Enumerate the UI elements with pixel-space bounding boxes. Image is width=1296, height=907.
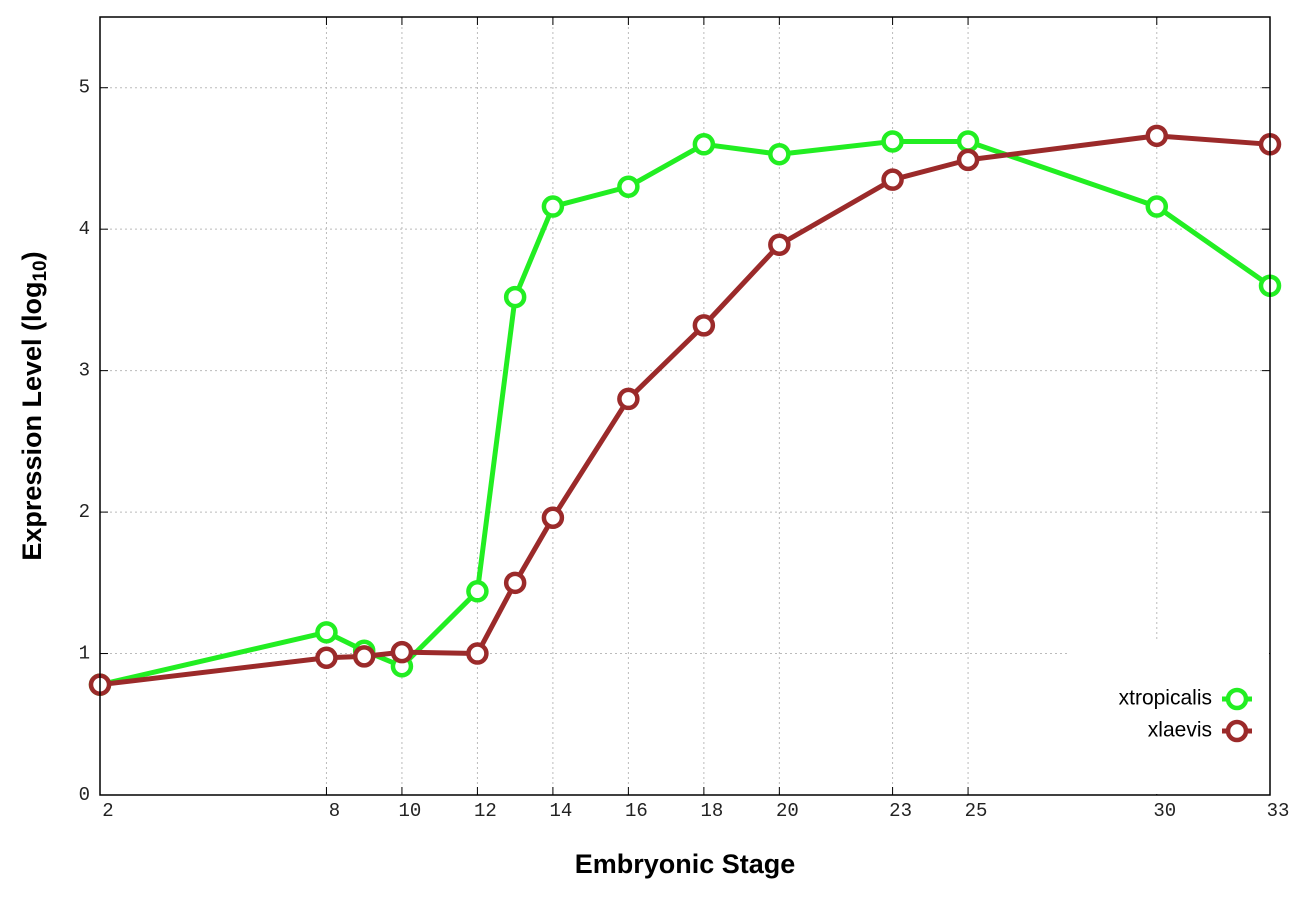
x-tick-label: 14: [549, 800, 572, 822]
point: [617, 387, 640, 411]
x-tick-label: 25: [965, 800, 988, 822]
point: [617, 175, 640, 198]
point: [466, 642, 489, 665]
x-tick-label: 33: [1267, 800, 1290, 822]
point: [1145, 124, 1169, 148]
y-axis-title: Expression Level (log10): [17, 251, 51, 560]
x-tick-label: 10: [399, 800, 422, 822]
point: [541, 195, 565, 218]
x-tick-label: 18: [700, 800, 723, 822]
plot: [88, 124, 1282, 696]
point: [315, 646, 338, 670]
point: [315, 621, 338, 644]
y-tick-label: 0: [79, 784, 90, 806]
y-tick-label: 3: [79, 360, 90, 382]
point: [956, 148, 980, 172]
point: [881, 168, 904, 191]
x-tick-label: 16: [625, 800, 648, 822]
point: [692, 314, 716, 337]
y-tick-label: 4: [79, 218, 90, 240]
legend-label: xtropicalis: [1119, 687, 1212, 710]
x-tick-label: 2: [102, 800, 113, 822]
point: [390, 640, 414, 664]
y-tick-label: 1: [79, 643, 90, 665]
x-tick-label: 20: [776, 800, 799, 822]
legend-label: xlaevis: [1148, 719, 1212, 742]
x-axis-title: Embryonic Stage: [575, 849, 796, 879]
point: [1145, 195, 1169, 218]
point: [768, 233, 791, 256]
point: [768, 142, 791, 166]
y-tick-label: 5: [79, 77, 90, 99]
point: [692, 133, 716, 156]
legend-box: [1070, 642, 1269, 794]
x-tick-label: 23: [889, 800, 912, 822]
x-tick-label: 30: [1153, 800, 1176, 822]
grid: [99, 17, 1271, 796]
plot-frame: [99, 16, 1271, 796]
y-tick-label: 2: [79, 501, 90, 523]
legend-marker: [1225, 687, 1249, 711]
point: [352, 645, 376, 668]
point: [541, 506, 565, 529]
point: [503, 285, 527, 309]
x-tick-label: 8: [329, 800, 340, 822]
point: [503, 571, 527, 595]
point: [956, 130, 980, 153]
legend-marker: [1225, 719, 1249, 743]
point: [466, 580, 489, 603]
x-tick-label: 12: [474, 800, 497, 822]
point: [881, 130, 904, 153]
